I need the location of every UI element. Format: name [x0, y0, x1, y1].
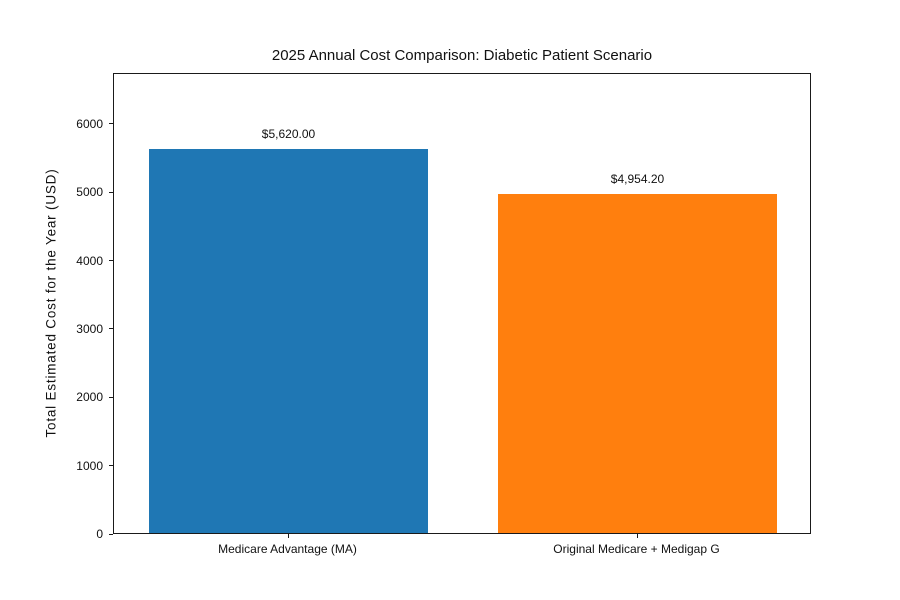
y-tick-label: 6000 — [76, 116, 103, 131]
x-tick-mark — [287, 534, 289, 538]
bar-value-label: $4,954.20 — [610, 172, 665, 187]
y-tick-label: 5000 — [76, 185, 103, 200]
y-tick-mark — [109, 191, 113, 193]
y-tick-label: 4000 — [76, 253, 103, 268]
x-tick-label: Original Medicare + Medigap G — [553, 542, 720, 556]
bar-value-label: $5,620.00 — [261, 126, 316, 141]
y-tick-mark — [109, 123, 113, 125]
x-tick-label: Medicare Advantage (MA) — [218, 542, 357, 556]
y-tick-mark — [109, 533, 113, 535]
y-tick-mark — [109, 328, 113, 330]
y-tick-mark — [109, 465, 113, 467]
bar-medicare-advantage-ma — [148, 148, 429, 533]
y-tick-label: 3000 — [76, 321, 103, 336]
plot-area: $5,620.00 $4,954.20 — [113, 73, 811, 534]
y-tick-mark — [109, 260, 113, 262]
y-tick-label: 1000 — [76, 458, 103, 473]
bar-original-medicare-medigap-g — [497, 194, 778, 533]
y-tick-mark — [109, 396, 113, 398]
y-tick-label: 2000 — [76, 390, 103, 405]
x-tick-mark — [636, 534, 638, 538]
y-tick-label: 0 — [96, 527, 103, 541]
chart-title: 2025 Annual Cost Comparison: Diabetic Pa… — [271, 47, 653, 64]
